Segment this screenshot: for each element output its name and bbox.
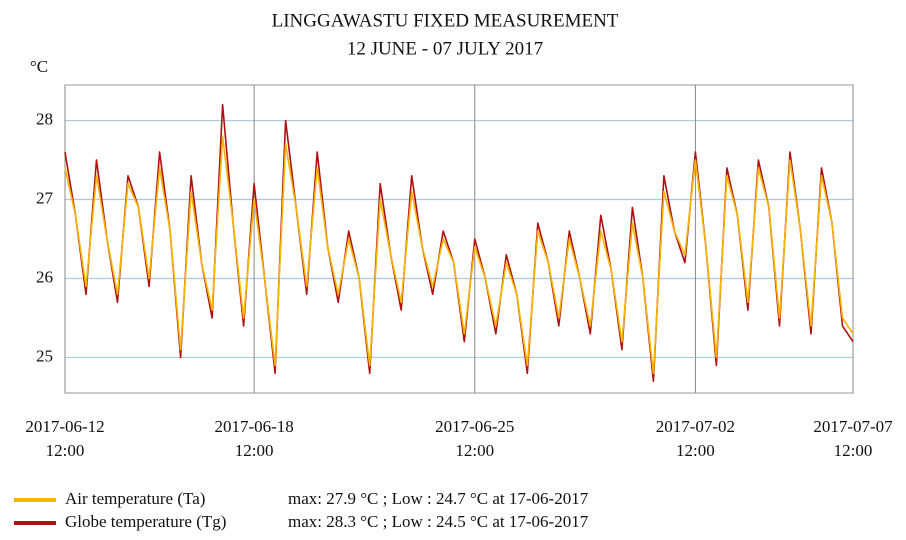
chart-subtitle: 12 JUNE - 07 JULY 2017 [347, 38, 543, 59]
y-tick-label: 25 [36, 346, 53, 365]
series-line [64, 103, 854, 382]
chart-title: LINGGAWASTU FIXED MEASUREMENT [272, 10, 619, 31]
legend-annotation: max: 28.3 °C ; Low : 24.5 °C at 17-06-20… [288, 512, 589, 531]
y-tick-label: 27 [36, 188, 54, 207]
y-tick-label: 26 [36, 267, 53, 286]
y-tick-label: 28 [36, 109, 53, 128]
x-tick-label: 2017-06-12 [25, 417, 104, 436]
plot-frame [64, 84, 854, 394]
x-tick-label: 2017-07-07 [813, 417, 893, 436]
x-tick-label: 12:00 [834, 441, 873, 460]
series-line [64, 135, 854, 375]
x-tick-label: 12:00 [235, 441, 274, 460]
x-tick-label: 2017-06-18 [214, 417, 293, 436]
x-tick-label: 12:00 [46, 441, 85, 460]
legend-label: Air temperature (Ta) [65, 489, 205, 508]
x-tick-label: 2017-07-02 [656, 417, 735, 436]
legend-annotation: max: 27.9 °C ; Low : 24.7 °C at 17-06-20… [288, 489, 589, 508]
x-tick-label: 12:00 [676, 441, 715, 460]
x-tick-label: 12:00 [455, 441, 494, 460]
legend-label: Globe temperature (Tg) [65, 512, 226, 531]
x-tick-label: 2017-06-25 [435, 417, 514, 436]
y-axis-label: °C [30, 57, 48, 76]
